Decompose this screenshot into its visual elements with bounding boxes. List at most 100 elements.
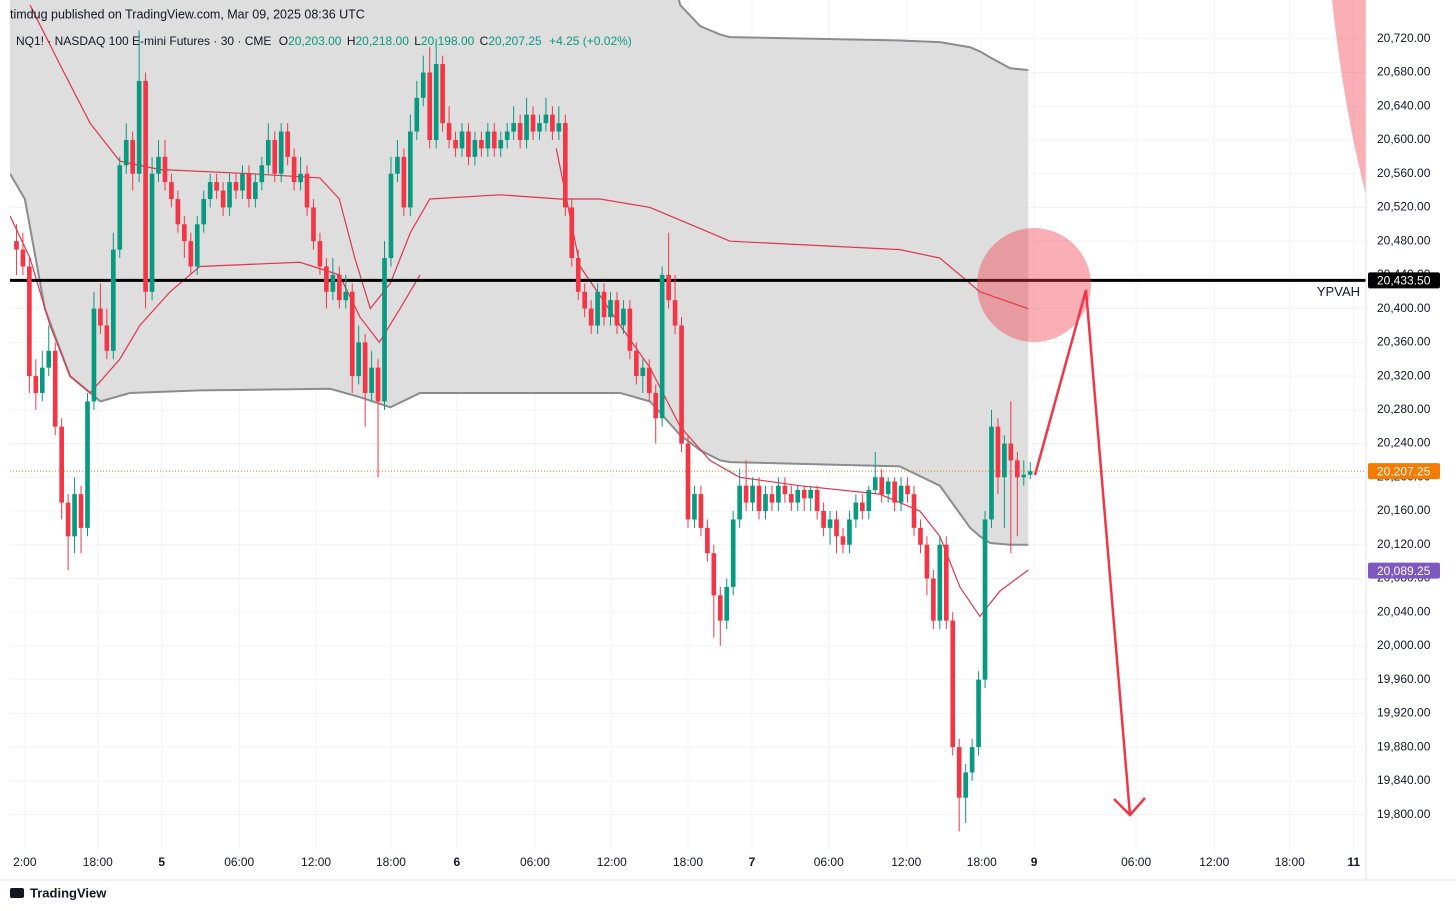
footer-logo: TradingView [10,885,107,900]
candle-body [801,489,807,499]
candle-body [808,489,814,499]
candle-body [840,536,846,545]
candle-body [375,367,381,402]
axes: 20,720.00 20,680.00 20,640.00 20,600.00 20,5… [13,31,1440,869]
candle-body [479,139,484,149]
x-tick-label: 12:00 [301,855,331,869]
arrow-head [1113,797,1146,817]
candle-body [188,241,194,267]
candle-body [336,274,342,301]
highlight-shape [1332,0,1366,195]
candle-body [672,300,678,326]
candle-body [827,519,833,528]
candle-body [278,131,284,174]
candle-body [646,367,652,393]
candle-body [27,266,32,377]
candle-body [788,494,794,503]
y-tick-label: 20,680.00 [1377,65,1431,79]
x-tick-label: 11 [1347,855,1360,869]
candle-body [395,156,400,174]
candle-body [717,595,723,621]
candle-body [136,80,142,174]
candle-body [898,485,904,503]
candle-body [621,308,626,326]
candle-body [556,123,562,132]
candle-body [530,114,536,132]
candle-body [943,544,949,621]
y-tick-label: 20,240.00 [1377,436,1431,450]
legend-key: H [347,34,356,48]
candle-body [427,72,433,140]
logo-icon [10,888,24,898]
candle-body [169,182,174,200]
y-tick-label: 20,520.00 [1377,200,1431,214]
price-tag [1368,562,1440,579]
y-tick-label: 20,600.00 [1377,132,1431,146]
legend-value: 20,207.25 [488,34,542,48]
price-tag-label: 20,433.50 [1377,274,1431,288]
candle-body [123,139,129,166]
candle-body [711,553,717,596]
candle-body [491,131,497,149]
candle-body [730,519,736,587]
legend-key: O [279,34,288,48]
y-tick-label: 20,000.00 [1377,638,1431,652]
candle-body [976,679,981,748]
x-tick-label: 12:00 [1199,855,1229,869]
y-tick-label: 20,720.00 [1377,31,1431,45]
y-tick-label: 20,280.00 [1377,402,1431,416]
candle-body [931,578,936,621]
plot-area: YPVAH [10,0,1366,850]
candle-body [110,249,116,351]
candle-body [601,291,607,318]
candle-body [304,173,310,208]
candle-body [233,182,239,191]
candle-body [459,131,465,149]
candle-body [562,123,568,208]
candle-body [550,114,555,132]
legend-change: +4.25 (+0.02%) [549,34,632,48]
candle-body [692,494,697,520]
candle-body [763,494,768,512]
candle-body [588,308,594,326]
y-tick-label: 20,560.00 [1377,166,1431,180]
x-tick-label: 2:00 [13,855,37,869]
candle-body [1027,471,1033,475]
candle-body [511,123,516,132]
candle-body [866,489,872,512]
candle-body [20,249,26,267]
x-tick-label: 6 [453,855,460,869]
candle-body [705,527,710,554]
candle-body [33,376,39,393]
candle-body [937,544,943,621]
candle-body [291,156,297,183]
candle-body [517,123,523,140]
candle-body [466,131,471,157]
candle-body [85,401,90,528]
candle-body [982,519,988,680]
candle-body [834,519,839,537]
candle-body [78,494,84,528]
candle-body [246,173,252,200]
candle-body [575,258,581,292]
candle-body [272,139,278,174]
candle-body [265,139,271,166]
candle-body [685,443,691,520]
candle-body [298,173,303,183]
candle-body [259,165,265,183]
candle-body [330,274,336,292]
x-tick-label: 12:00 [891,855,921,869]
y-tick-label: 20,160.00 [1377,503,1431,517]
y-tick-label: 20,480.00 [1377,233,1431,247]
candle-body [104,325,110,351]
candle-body [362,342,368,393]
candle-body [879,477,885,495]
candle-body [130,139,136,174]
y-tick-label: 20,640.00 [1377,98,1431,112]
candle-body [59,426,64,503]
candle-body [285,131,290,157]
candle-body [821,511,826,528]
candle-body [440,64,445,124]
candle-body [39,367,45,393]
y-tick-label: 19,800.00 [1377,807,1431,821]
